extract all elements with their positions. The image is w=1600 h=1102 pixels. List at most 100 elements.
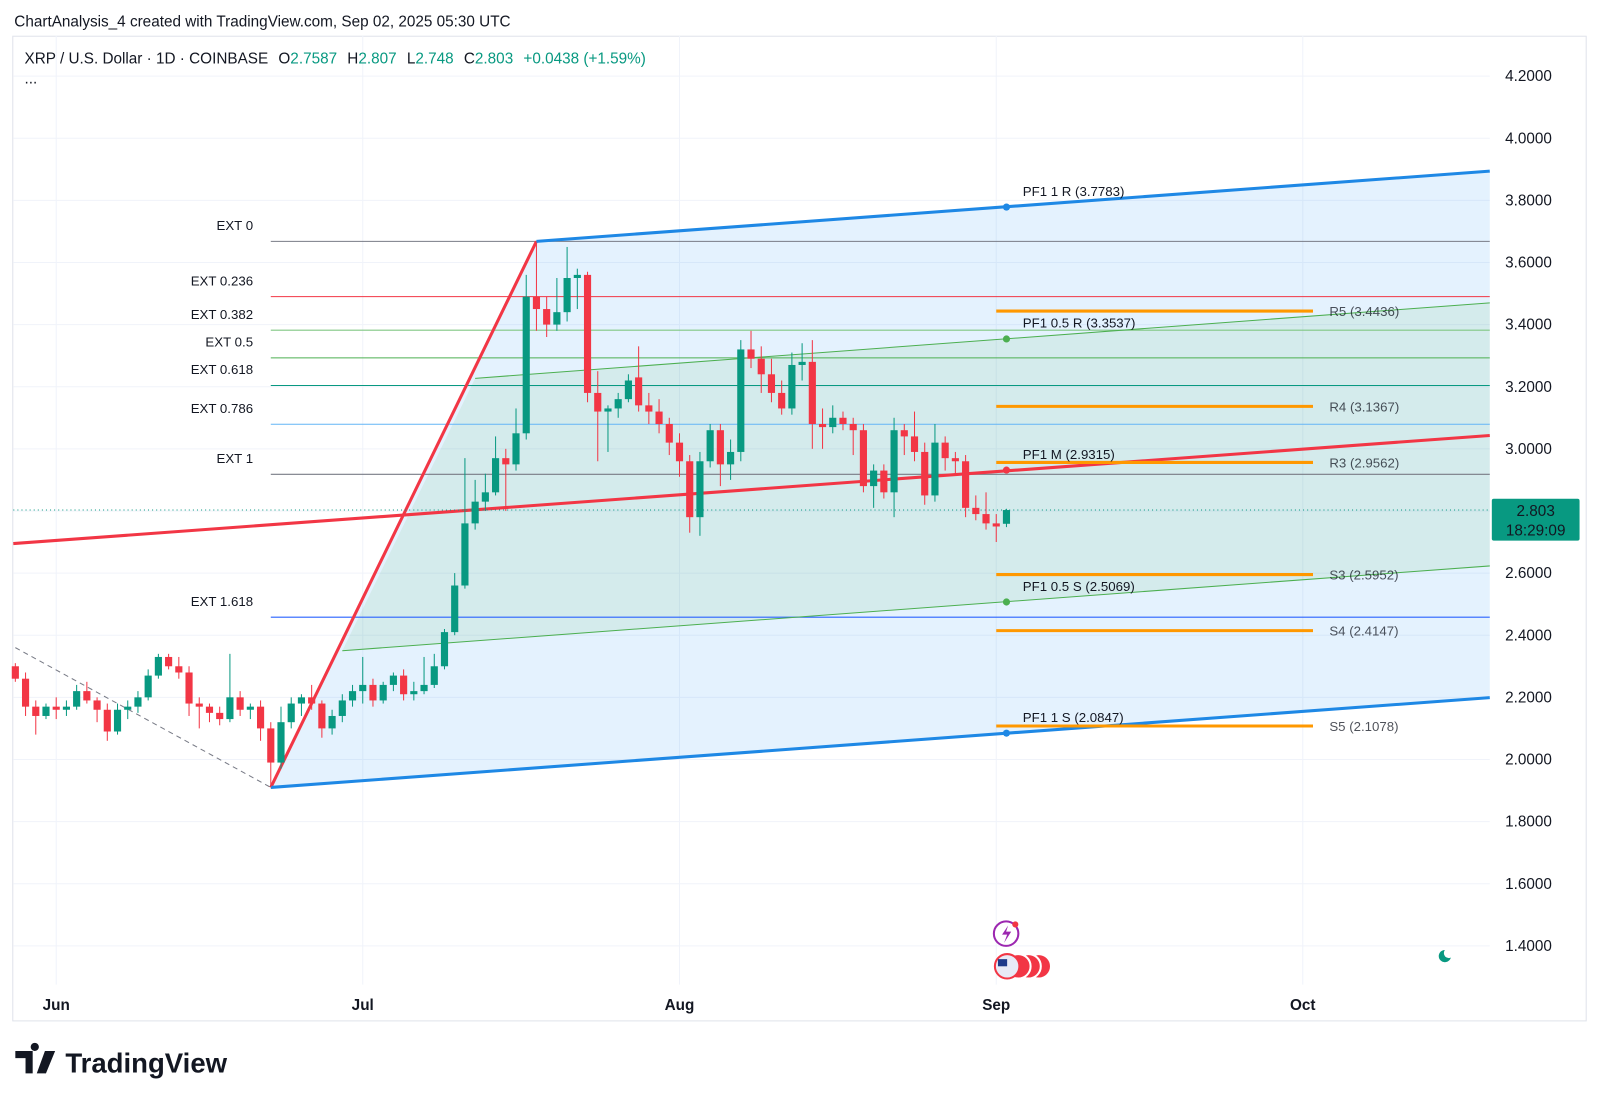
y-tick-label: 3.2000	[1505, 379, 1552, 396]
event-bolt	[1002, 925, 1012, 943]
y-tick-label: 3.6000	[1505, 255, 1552, 272]
pivot-label: S5 (2.1078)	[1329, 719, 1398, 734]
candle-body	[21, 678, 30, 707]
last-price-label: 2.803	[1517, 503, 1555, 520]
candle-body	[563, 277, 571, 313]
pitchfork-label: PF1 1 R (3.7783)	[1023, 184, 1125, 199]
ext-level-label: EXT 0.786	[191, 401, 253, 416]
candle-body	[52, 706, 60, 710]
candle-body	[522, 296, 530, 434]
candle-body	[778, 392, 786, 409]
y-tick-label: 3.8000	[1505, 192, 1552, 209]
pitchfork-point	[1002, 203, 1011, 211]
candle-body	[767, 374, 776, 393]
candle-body	[338, 700, 346, 716]
ohlc-label: L	[407, 50, 416, 67]
y-tick-label: 3.4000	[1505, 317, 1552, 334]
candle-body	[737, 349, 745, 452]
candle-body	[175, 666, 183, 673]
y-tick-label: 4.2000	[1505, 68, 1552, 85]
candle-body	[379, 684, 387, 701]
y-tick-label: 1.8000	[1505, 814, 1552, 831]
candle-body	[696, 461, 704, 518]
candle-body	[277, 722, 285, 763]
change-value: +0.0438 (+1.59%)	[523, 50, 645, 67]
candle-body	[706, 430, 714, 462]
candle-body	[226, 697, 234, 720]
ohlc-value: 2.748	[415, 50, 453, 67]
labels-layer: 1.4000 1.6000 1.8000 2.0000 2.2000 2.4000 2.60…	[25, 50, 1580, 1014]
candle-body	[880, 470, 888, 493]
ext-level-label: EXT 0.382	[191, 307, 253, 322]
trend-line	[475, 302, 1490, 379]
candle-body	[369, 684, 377, 701]
candle-body	[308, 697, 316, 704]
pivot-label: R3 (2.9562)	[1329, 456, 1399, 471]
candle-body	[42, 706, 50, 716]
candle-body	[532, 296, 541, 310]
candle-body	[1002, 510, 1011, 524]
candle-body	[829, 417, 837, 428]
ohlc-value: 2.803	[475, 50, 513, 67]
candle-body	[890, 430, 898, 493]
pitchfork-point	[1002, 598, 1011, 606]
candle-body	[512, 433, 520, 465]
pitchfork-point	[1002, 729, 1011, 737]
ext-level-label: EXT 0.236	[191, 273, 253, 288]
y-tick-label: 3.0000	[1505, 441, 1552, 458]
ext-level-label: EXT 1	[216, 451, 253, 466]
candle-body	[83, 691, 91, 701]
x-tick-label: Aug	[665, 997, 695, 1014]
candles-layer	[11, 243, 1011, 788]
candle-body	[461, 523, 469, 586]
candle-body	[481, 492, 489, 502]
trend-line	[342, 565, 1490, 652]
candle-body	[624, 380, 632, 400]
ext-level-label: EXT 0.618	[191, 362, 253, 377]
candle-body	[502, 458, 510, 465]
legend: XRP / U.S. Dollar · 1D · COINBASE O2.7587…	[25, 50, 646, 67]
ext-level-label: EXT 1.618	[191, 594, 253, 609]
candle-body	[972, 507, 980, 515]
candle-body	[348, 691, 357, 701]
candle-body	[134, 697, 142, 707]
candle-body	[113, 709, 122, 732]
candle-body	[124, 706, 132, 710]
candle-body	[839, 417, 847, 424]
candle-body	[430, 666, 438, 685]
candle-body	[665, 423, 673, 443]
logo-mark	[15, 1042, 56, 1074]
candle-body	[205, 706, 214, 713]
ohlc-value: 2.807	[358, 50, 396, 67]
candle-body	[236, 697, 244, 710]
frame	[12, 35, 1587, 1022]
x-tick-label: Jun	[43, 997, 70, 1014]
candle-body	[195, 703, 203, 707]
candle-body	[471, 501, 479, 524]
more-menu[interactable]: ...	[25, 71, 38, 88]
y-tick-label: 2.4000	[1505, 627, 1552, 644]
trend-line	[13, 433, 1490, 546]
x-tick-label: Oct	[1290, 997, 1316, 1014]
candle-body	[62, 706, 70, 710]
pivot-label: R4 (3.1367)	[1329, 399, 1399, 414]
candle-body	[328, 715, 336, 729]
candle-body	[154, 656, 162, 676]
y-tick-label: 2.2000	[1505, 689, 1552, 706]
y-tick-label: 4.0000	[1505, 130, 1552, 147]
candle-body	[400, 675, 408, 695]
candle-body	[798, 361, 806, 365]
pitchfork-label: PF1 1 S (2.0847)	[1023, 710, 1124, 725]
pitchfork-point	[1002, 335, 1011, 343]
candle-body	[440, 632, 449, 667]
candle-body	[256, 706, 265, 729]
candle-body	[492, 458, 500, 493]
y-tick-label: 1.6000	[1505, 876, 1552, 893]
candle-body	[604, 408, 612, 412]
trend-line	[15, 647, 272, 788]
candle-body	[389, 675, 397, 685]
y-tick-label: 2.6000	[1505, 565, 1552, 582]
candle-body	[635, 377, 643, 406]
ext-level-label: EXT 0	[216, 218, 253, 233]
